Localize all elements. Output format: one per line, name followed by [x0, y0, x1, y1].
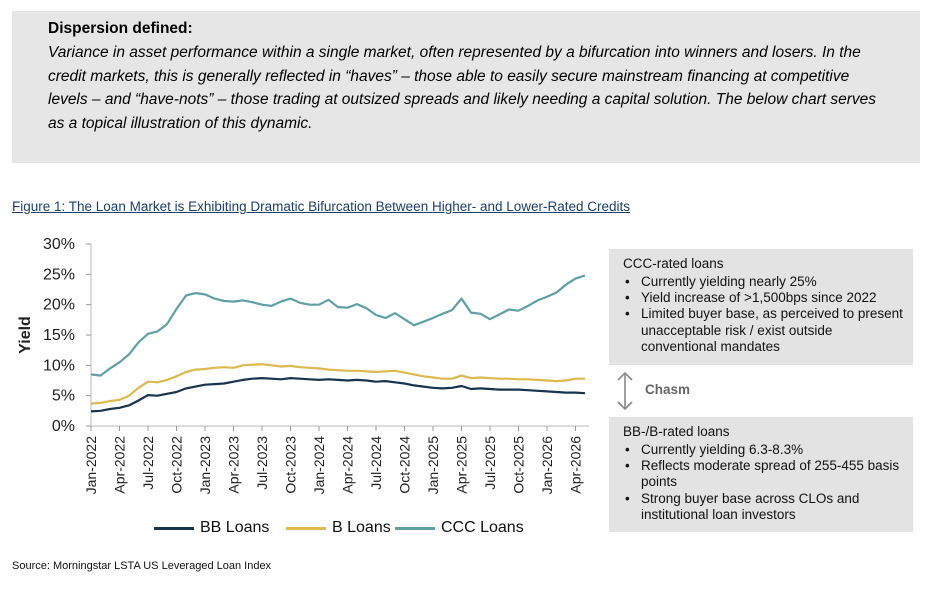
bb-b-bullet: Currently yielding 6.3-8.3% — [623, 442, 905, 458]
chasm-label: Chasm — [645, 382, 691, 397]
x-tick-label: Jan-2023 — [197, 436, 213, 495]
x-tick-label: Jul-2022 — [140, 436, 156, 490]
legend-swatch-b — [286, 526, 326, 530]
ccc-panel: CCC-rated loans Currently yielding nearl… — [609, 249, 913, 365]
chasm-arrow-icon — [617, 371, 633, 411]
y-axis: 0% 5% 10% 15% 20% 25% 30% Yield — [17, 236, 92, 435]
x-tick-label: Jul-2023 — [254, 436, 270, 490]
legend-label-b: B Loans — [332, 519, 391, 536]
ccc-panel-bullets: Currently yielding nearly 25% Yield incr… — [623, 274, 905, 355]
legend-label-bb: BB Loans — [200, 519, 270, 536]
source-note: Source: Morningstar LSTA US Leveraged Lo… — [12, 560, 272, 572]
bb-b-bullet: Reflects moderate spread of 255-455 basi… — [623, 458, 905, 490]
y-tick-label: 25% — [43, 266, 75, 283]
definition-title: Dispersion defined: — [48, 20, 193, 37]
x-tick-label: Jul-2024 — [368, 436, 384, 490]
ccc-bullet: Currently yielding nearly 25% — [623, 274, 905, 290]
x-tick-label: Apr-2022 — [112, 436, 128, 494]
legend-swatch-bb — [154, 526, 194, 530]
ccc-bullet: Limited buyer base, as perceived to pres… — [623, 306, 905, 355]
y-tick-label: 15% — [43, 327, 75, 344]
legend-label-ccc: CCC Loans — [441, 519, 524, 536]
x-tick-label: Jan-2026 — [539, 436, 555, 495]
series-line-bb — [90, 377, 586, 413]
x-tick-label: Apr-2025 — [454, 436, 470, 494]
definition-box — [12, 11, 920, 163]
x-tick-label: Jan-2022 — [83, 436, 99, 495]
legend-swatch-ccc — [395, 526, 435, 530]
x-tick-label: Apr-2024 — [340, 436, 356, 494]
bb-b-panel-heading: BB-/B-rated loans — [623, 424, 730, 439]
series-line-ccc — [90, 274, 586, 377]
x-tick-label: Oct-2024 — [397, 436, 413, 494]
x-tick-label: Jan-2025 — [425, 436, 441, 495]
bb-b-panel: BB-/B-rated loans Currently yielding 6.3… — [609, 417, 913, 532]
yield-chart: 0% 5% 10% 15% 20% 25% 30% Yield Jan-2022 Apr-202… — [17, 236, 589, 495]
legend-item-b: B Loans — [286, 519, 391, 537]
legend-item-ccc: CCC Loans — [395, 519, 524, 537]
series-line-b — [90, 363, 585, 405]
x-tick-label: Oct-2023 — [283, 436, 299, 494]
x-tick-label: Apr-2023 — [226, 436, 242, 494]
x-tick-label: Apr-2026 — [568, 436, 584, 494]
y-tick-label: 20% — [43, 297, 75, 314]
y-tick-label: 30% — [43, 236, 75, 253]
x-tick-label: Jan-2024 — [311, 436, 327, 495]
x-axis: Jan-2022 Apr-2022 Jul-2022 Oct-2022 Jan-2023… — [83, 425, 589, 495]
ccc-bullet: Yield increase of >1,500bps since 2022 — [623, 290, 905, 306]
bb-b-panel-bullets: Currently yielding 6.3-8.3% Reflects mod… — [623, 442, 905, 523]
definition-body: Variance in asset performance within a s… — [48, 44, 877, 133]
x-tick-label: Jul-2025 — [482, 436, 498, 490]
ccc-panel-heading: CCC-rated loans — [623, 256, 724, 271]
figure-title[interactable]: Figure 1: The Loan Market is Exhibiting … — [12, 199, 631, 214]
series-lines — [90, 274, 586, 413]
x-tick-label: Oct-2022 — [169, 436, 185, 494]
bb-b-bullet: Strong buyer base across CLOs and instit… — [623, 491, 905, 523]
legend-item-bb: BB Loans — [154, 519, 269, 537]
y-tick-label: 0% — [52, 418, 75, 435]
y-tick-label: 5% — [52, 388, 75, 405]
y-axis-title: Yield — [17, 316, 34, 354]
x-tick-label: Oct-2025 — [511, 436, 527, 494]
y-tick-label: 10% — [43, 357, 75, 374]
